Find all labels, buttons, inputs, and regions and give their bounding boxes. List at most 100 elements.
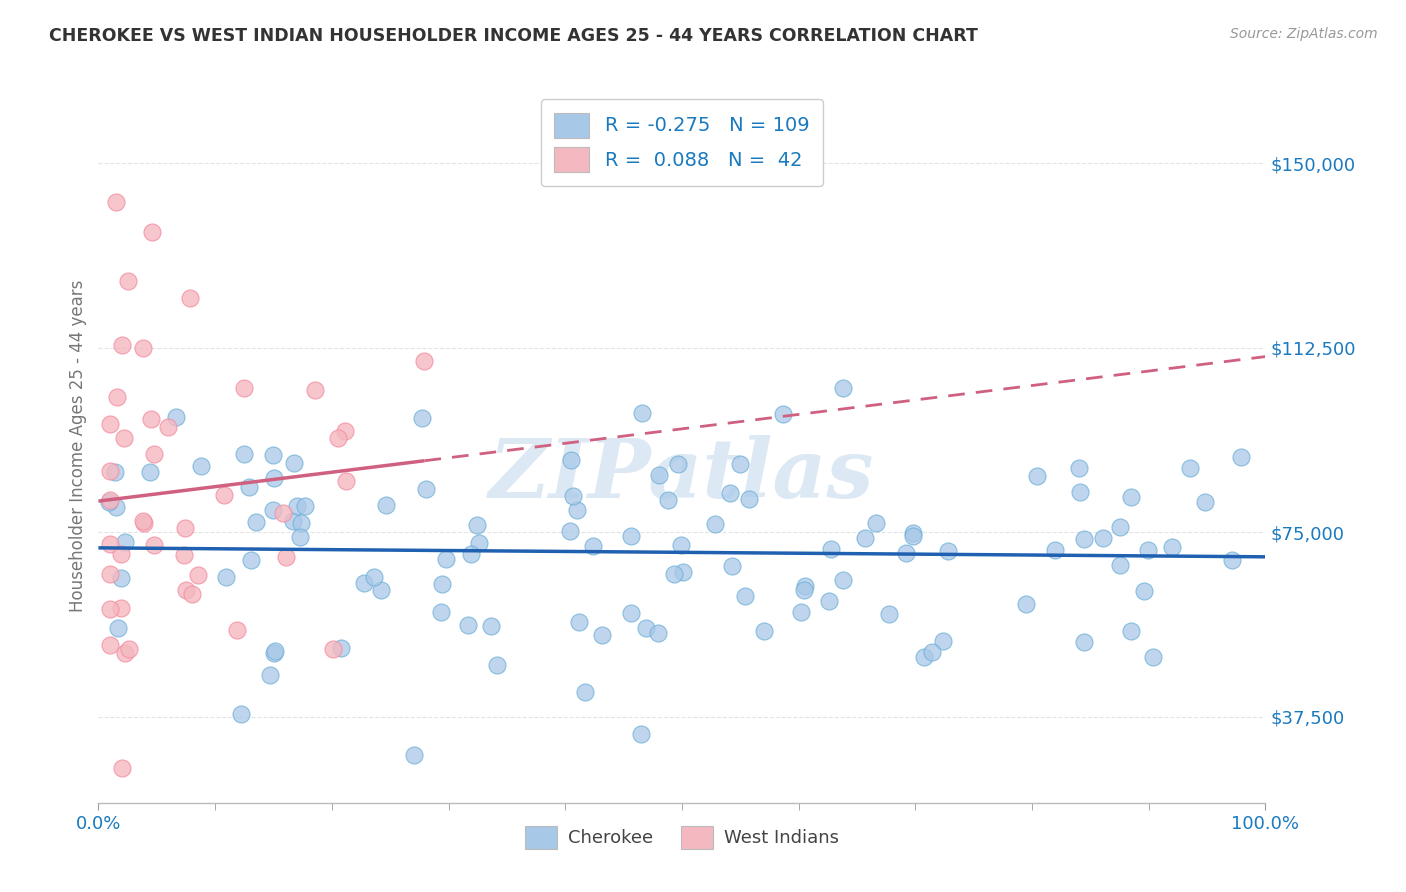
Point: [370, 583, 392, 598]
Point: [620, 529, 643, 543]
Point: [738, 491, 761, 506]
Point: [853, 532, 876, 546]
Point: [294, 499, 316, 513]
Point: [1137, 542, 1160, 557]
Point: [181, 586, 204, 600]
Point: [98, 537, 121, 551]
Point: [630, 727, 652, 741]
Point: [468, 536, 491, 550]
Point: [142, 538, 165, 552]
Point: [430, 606, 453, 620]
Point: [132, 514, 155, 528]
Point: [105, 390, 128, 404]
Point: [402, 748, 425, 763]
Point: [831, 381, 853, 395]
Point: [485, 658, 508, 673]
Point: [285, 499, 308, 513]
Point: [591, 628, 613, 642]
Point: [118, 641, 141, 656]
Point: [1073, 635, 1095, 649]
Point: [434, 551, 457, 566]
Point: [259, 667, 281, 681]
Point: [322, 641, 344, 656]
Point: [98, 464, 121, 478]
Point: [114, 534, 136, 549]
Y-axis label: Householder Income Ages 25 - 44 years: Householder Income Ages 25 - 44 years: [69, 280, 87, 612]
Point: [634, 621, 657, 635]
Point: [104, 465, 127, 479]
Point: [581, 539, 603, 553]
Point: [98, 638, 121, 652]
Point: [565, 502, 588, 516]
Point: [173, 521, 195, 535]
Point: [789, 606, 811, 620]
Point: [894, 546, 917, 560]
Point: [728, 457, 751, 471]
Point: [718, 485, 741, 500]
Point: [288, 530, 311, 544]
Point: [214, 488, 236, 502]
Point: [666, 458, 689, 472]
Point: [657, 493, 679, 508]
Point: [141, 226, 163, 240]
Point: [457, 617, 479, 632]
Point: [1109, 519, 1132, 533]
Point: [98, 492, 121, 507]
Point: [271, 506, 294, 520]
Point: [262, 448, 284, 462]
Point: [283, 456, 305, 470]
Point: [132, 516, 155, 530]
Point: [631, 406, 654, 420]
Point: [290, 516, 312, 530]
Point: [877, 607, 900, 621]
Text: Source: ZipAtlas.com: Source: ZipAtlas.com: [1230, 27, 1378, 41]
Point: [568, 615, 591, 629]
Point: [465, 517, 488, 532]
Point: [263, 471, 285, 485]
Point: [179, 291, 201, 305]
Point: [104, 195, 127, 210]
Point: [107, 622, 129, 636]
Point: [353, 575, 375, 590]
Point: [1014, 597, 1036, 611]
Point: [793, 583, 815, 598]
Point: [562, 490, 585, 504]
Point: [865, 516, 887, 530]
Point: [276, 550, 298, 565]
Point: [411, 411, 433, 425]
Point: [138, 465, 160, 479]
Point: [415, 483, 437, 497]
Point: [112, 431, 135, 445]
Point: [98, 566, 121, 581]
Point: [1220, 553, 1243, 567]
Point: [263, 643, 285, 657]
Point: [98, 417, 121, 431]
Point: [239, 552, 262, 566]
Point: [141, 411, 163, 425]
Point: [187, 567, 209, 582]
Point: [620, 606, 643, 620]
Point: [1043, 543, 1066, 558]
Point: [157, 419, 180, 434]
Point: [1069, 461, 1091, 475]
Point: [460, 547, 482, 561]
Point: [479, 619, 502, 633]
Point: [111, 338, 134, 352]
Point: [110, 547, 132, 561]
Point: [335, 425, 357, 439]
Point: [1133, 583, 1156, 598]
Point: [281, 514, 304, 528]
Point: [110, 601, 132, 615]
Point: [413, 354, 436, 368]
Point: [648, 467, 671, 482]
Point: [831, 573, 853, 587]
Point: [238, 480, 260, 494]
Point: [1119, 624, 1142, 638]
Point: [932, 634, 955, 648]
Point: [921, 645, 943, 659]
Point: [233, 447, 256, 461]
Point: [226, 623, 249, 637]
Point: [1109, 558, 1132, 573]
Point: [772, 407, 794, 421]
Point: [363, 569, 385, 583]
